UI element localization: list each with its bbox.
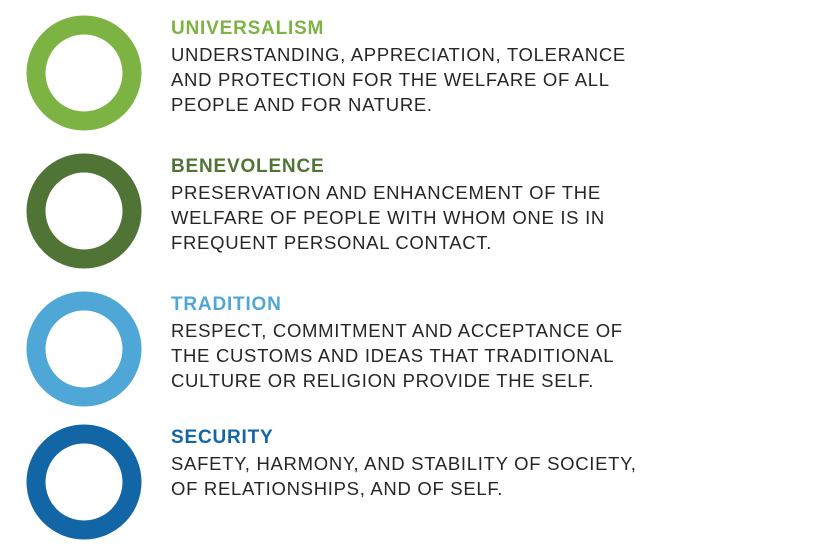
description-line: WELFARE OF PEOPLE WITH WHOM ONE IS IN	[171, 207, 605, 228]
description-line: CULTURE OR RELIGION PROVIDE THE SELF.	[171, 370, 595, 391]
description-line: SAFETY, HARMONY, AND STABILITY OF SOCIET…	[171, 453, 637, 474]
description-line: AND PROTECTION FOR THE WELFARE OF ALL	[171, 69, 610, 90]
ring-icon	[25, 423, 143, 541]
description-line: THE CUSTOMS AND IDEAS THAT TRADITIONAL	[171, 345, 615, 366]
value-title: SECURITY	[171, 427, 274, 448]
value-item-security: SECURITY SAFETY, HARMONY, AND STABILITY …	[0, 421, 828, 551]
value-text: UNIVERSALISM UNDERSTANDING, APPRECIATION…	[171, 17, 811, 117]
value-item-tradition: TRADITION RESPECT, COMMITMENT AND ACCEPT…	[0, 288, 828, 418]
value-item-benevolence: BENEVOLENCE PRESERVATION AND ENHANCEMENT…	[0, 150, 828, 280]
description-line: PRESERVATION AND ENHANCEMENT OF THE	[171, 182, 601, 203]
value-description: RESPECT, COMMITMENT AND ACCEPTANCE OF TH…	[171, 318, 811, 393]
description-line: OF RELATIONSHIPS, AND OF SELF.	[171, 478, 504, 499]
description-line: UNDERSTANDING, APPRECIATION, TOLERANCE	[171, 44, 626, 65]
value-text: SECURITY SAFETY, HARMONY, AND STABILITY …	[171, 426, 811, 501]
ring-icon	[25, 290, 143, 408]
value-text: BENEVOLENCE PRESERVATION AND ENHANCEMENT…	[171, 155, 811, 255]
value-title: TRADITION	[171, 294, 282, 315]
ring-icon	[25, 152, 143, 270]
value-item-universalism: UNIVERSALISM UNDERSTANDING, APPRECIATION…	[0, 12, 828, 142]
value-title: BENEVOLENCE	[171, 156, 325, 177]
value-title: UNIVERSALISM	[171, 18, 325, 39]
description-line: PEOPLE AND FOR NATURE.	[171, 94, 433, 115]
value-description: UNDERSTANDING, APPRECIATION, TOLERANCE A…	[171, 42, 811, 117]
ring-icon	[25, 14, 143, 132]
value-text: TRADITION RESPECT, COMMITMENT AND ACCEPT…	[171, 293, 811, 393]
value-description: PRESERVATION AND ENHANCEMENT OF THE WELF…	[171, 180, 811, 255]
description-line: RESPECT, COMMITMENT AND ACCEPTANCE OF	[171, 320, 623, 341]
value-description: SAFETY, HARMONY, AND STABILITY OF SOCIET…	[171, 451, 811, 501]
description-line: FREQUENT PERSONAL CONTACT.	[171, 232, 493, 253]
